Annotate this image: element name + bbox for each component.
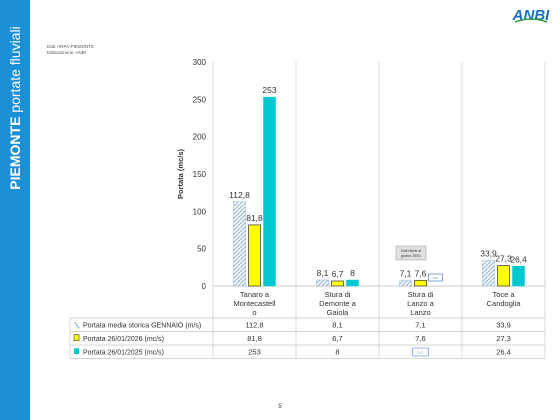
table-cell: 8 (335, 347, 339, 356)
table-cell: 27,3 (496, 334, 511, 343)
data-label: 26,4 (510, 254, 527, 264)
bar-historical (399, 280, 412, 287)
data-label: 8,1 (317, 268, 329, 278)
legend-label: Portata 26/01/2025 (mc/s) (83, 349, 164, 356)
table-cell: 26,4 (496, 347, 511, 356)
category-label: Lanzo (410, 308, 430, 317)
data-label: 253 (262, 85, 276, 95)
data-label: 33,9 (480, 249, 497, 259)
legend-key-2025 (74, 348, 79, 355)
bar-historical (316, 279, 329, 287)
category-label: Demonte a (319, 299, 357, 308)
bar-historical (482, 260, 495, 287)
legend-label: Portata media storica GENNAIO (m/s) (83, 322, 201, 329)
table-cell: 253 (248, 347, 261, 356)
y-tick-label: 100 (193, 207, 207, 216)
table-cell: 112,8 (245, 320, 263, 329)
bar-historical (233, 201, 246, 287)
source-line-1: Dati: ARPA-PIEMONTE (47, 44, 95, 49)
category-label: Tanaro a (240, 290, 270, 299)
table-cell: n.d. (418, 351, 424, 355)
bar-2025 (512, 266, 525, 287)
page-number: 5 (278, 404, 282, 410)
nd-indicator-label: n.d. (433, 276, 439, 280)
source-note: Dati: ARPA-PIEMONTE Elaborazione: ANBI (47, 44, 94, 56)
bar-2025 (346, 279, 359, 287)
data-label: 6,7 (332, 269, 344, 279)
y-tick-label: 250 (193, 95, 207, 104)
y-tick-label: 0 (202, 282, 207, 291)
data-label: 112,8 (229, 190, 250, 200)
bar-2026 (331, 280, 344, 287)
data-label: 7,6 (415, 268, 427, 278)
table-cell: 6,7 (332, 334, 342, 343)
data-label: 81,8 (246, 213, 263, 223)
table-cell: 8,1 (332, 320, 342, 329)
data-label: 7,1 (400, 269, 412, 279)
y-tick-label: 300 (193, 58, 207, 67)
legend-key-historical (74, 321, 80, 329)
y-tick-label: 50 (197, 245, 206, 254)
table-cell: 81,8 (247, 334, 262, 343)
category-label: Stura di (408, 290, 434, 299)
bar-2025 (263, 96, 276, 287)
annotation-box (395, 245, 427, 261)
data-label: 8 (350, 268, 355, 278)
nd-indicator (428, 273, 443, 282)
category-label: Toce a (492, 290, 515, 299)
data-label: 27,3 (495, 254, 512, 264)
y-axis-label: Portata (mc/s) (176, 148, 185, 199)
table-cell: 7,6 (415, 334, 425, 343)
table-nd-box (412, 347, 429, 357)
category-label: Montecastell (233, 299, 275, 308)
category-label: Lanzo a (407, 299, 435, 308)
bar-2026 (248, 224, 261, 287)
category-label: Stura di (325, 290, 351, 299)
category-label: Candoglia (487, 299, 522, 308)
y-tick-label: 150 (193, 170, 207, 179)
category-label: o (252, 308, 256, 317)
anbi-logo: ANBI (512, 6, 550, 24)
source-line-2: Elaborazione: ANBI (47, 50, 87, 55)
table-cell: 33,9 (496, 320, 511, 329)
table-cell: 7,1 (415, 320, 425, 329)
annotation-text: Dati riferiti al giorno 25/01 (401, 249, 421, 258)
legend-key-2026 (73, 334, 80, 342)
category-label: Gaiola (327, 308, 350, 317)
bar-2026 (497, 265, 510, 287)
bar-2026 (414, 279, 427, 287)
legend-label: Portata 26/01/2026 (mc/s) (83, 336, 164, 343)
sidebar: PIEMONTE portate fluviali (0, 0, 30, 420)
y-tick-label: 200 (193, 133, 207, 142)
